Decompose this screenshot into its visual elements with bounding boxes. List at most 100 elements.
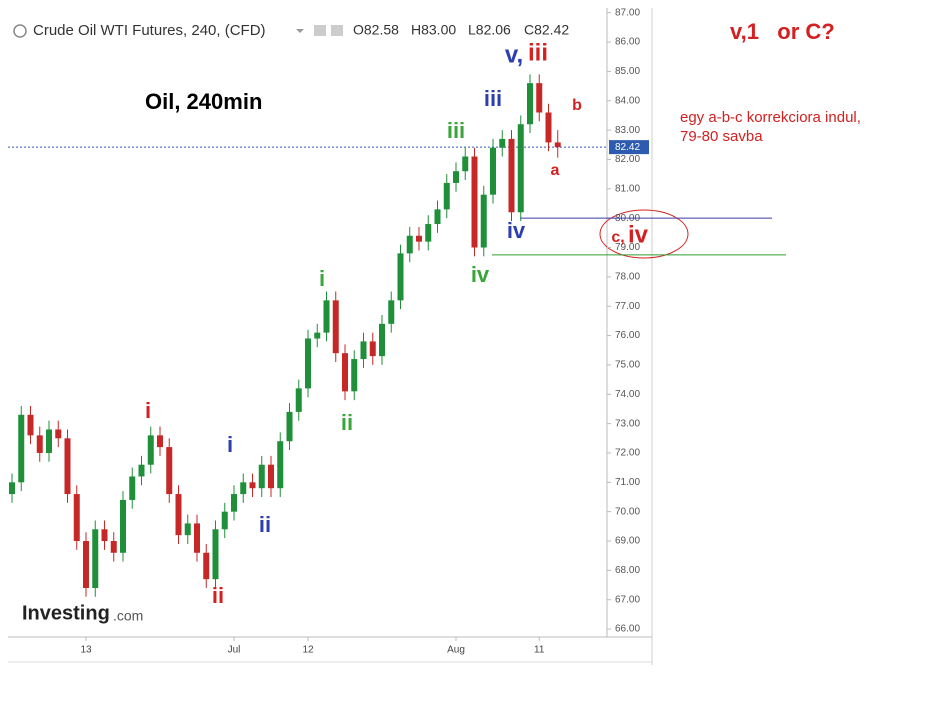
wave-label: iii — [528, 39, 548, 66]
y-tick-label: 84.00 — [615, 95, 640, 106]
candle-body — [221, 511, 228, 530]
y-tick-label: 83.00 — [615, 125, 640, 136]
comment: egy a-b-c korrekciora indul, — [680, 109, 861, 126]
wave-label: v, — [505, 41, 523, 68]
candle-body — [406, 235, 413, 254]
candle-body — [379, 323, 385, 357]
candle-body — [73, 494, 80, 542]
candle-body — [212, 529, 219, 580]
candle-body — [27, 414, 34, 436]
candle-body — [110, 541, 117, 553]
y-tick-label: 85.00 — [615, 66, 640, 77]
candle-body — [480, 194, 487, 248]
wave-label: iv — [507, 218, 526, 243]
ohlc-close: C82.42 — [524, 22, 569, 38]
y-tick-label: 72.00 — [615, 448, 640, 459]
wave-label: i — [145, 398, 151, 423]
y-tick-label: 82.00 — [615, 154, 640, 165]
wave-label: ii — [212, 583, 224, 608]
wave-label: iv — [471, 262, 490, 287]
last-price-label: 82.42 — [615, 142, 640, 153]
candle-body — [194, 523, 200, 553]
instrument-title: Crude Oil WTI Futures, 240, (CFD) — [33, 22, 266, 39]
candle-body — [268, 464, 274, 489]
candle-body — [342, 353, 348, 392]
candle-body — [536, 83, 543, 113]
ohlc-open: O82.58 — [353, 22, 399, 38]
candle-body — [323, 300, 330, 333]
candle-body — [443, 182, 450, 210]
candle-body — [258, 464, 265, 489]
wave-label: iv — [628, 221, 649, 248]
y-tick-label: 74.00 — [615, 389, 640, 400]
candle-body — [175, 494, 182, 536]
y-tick-label: 67.00 — [615, 594, 640, 605]
wave-label: a — [551, 162, 560, 179]
y-tick-label: 79.00 — [615, 242, 640, 253]
wave-label: ii — [341, 410, 353, 435]
y-tick-label: 66.00 — [615, 624, 640, 635]
candle-body — [305, 338, 311, 389]
candle-body — [9, 482, 15, 495]
candle-body — [508, 138, 515, 213]
wave-label: i — [319, 266, 325, 291]
y-tick-label: 76.00 — [615, 330, 640, 341]
candle-body — [64, 438, 71, 495]
candle-body — [425, 224, 432, 242]
candle-body — [369, 341, 376, 357]
candle-body — [83, 541, 89, 588]
icon[interactable] — [331, 25, 343, 36]
candle-body — [295, 388, 302, 412]
candle-body — [46, 429, 52, 453]
candle-body — [554, 142, 561, 148]
candle-body — [351, 359, 358, 392]
candle-body — [453, 171, 459, 183]
candle-body — [36, 435, 43, 453]
candle-body — [388, 300, 395, 324]
candle-body — [203, 552, 210, 580]
y-tick-label: 77.00 — [615, 301, 640, 312]
wave-label: iii — [484, 86, 502, 111]
y-tick-label: 69.00 — [615, 536, 640, 547]
candle-body — [434, 209, 441, 225]
candle-body — [55, 429, 62, 439]
icon[interactable] — [314, 25, 326, 36]
candle-body — [129, 476, 136, 500]
collapse-icon[interactable] — [13, 24, 27, 38]
y-tick-label: 81.00 — [615, 183, 640, 194]
y-tick-label: 75.00 — [615, 360, 640, 371]
candle-body — [231, 494, 237, 512]
candle-body — [138, 464, 145, 477]
candle-body — [120, 499, 126, 553]
candle-body — [240, 482, 247, 495]
ohlc-high: H83.00 — [411, 22, 456, 38]
candle-body — [499, 138, 506, 148]
candle-body — [545, 112, 552, 143]
candle-body — [490, 147, 496, 195]
candle-body — [184, 523, 191, 536]
x-tick-label: Aug — [447, 645, 465, 656]
y-tick-label: 87.00 — [615, 7, 640, 18]
y-tick-label: 86.00 — [615, 37, 640, 48]
candle-body — [517, 124, 524, 213]
watermark: Investing — [22, 602, 110, 624]
candle-body — [416, 235, 422, 242]
candle-body — [397, 253, 404, 301]
candle-body — [471, 156, 478, 248]
wave-label: ii — [259, 512, 271, 537]
candle-body — [462, 156, 469, 172]
ohlc-low: L82.06 — [468, 22, 511, 38]
candle-body — [166, 447, 173, 495]
wave-label: iii — [447, 118, 465, 143]
candle-body — [18, 414, 25, 483]
y-tick-label: 68.00 — [615, 565, 640, 576]
watermark: .com — [113, 608, 143, 624]
candle-body — [277, 441, 284, 489]
dropdown-arrow[interactable] — [296, 29, 304, 33]
candle-body — [157, 435, 163, 448]
wave-label: c, — [611, 229, 624, 246]
x-tick-label: 13 — [80, 645, 92, 656]
comment: 79-80 savba — [680, 128, 763, 145]
